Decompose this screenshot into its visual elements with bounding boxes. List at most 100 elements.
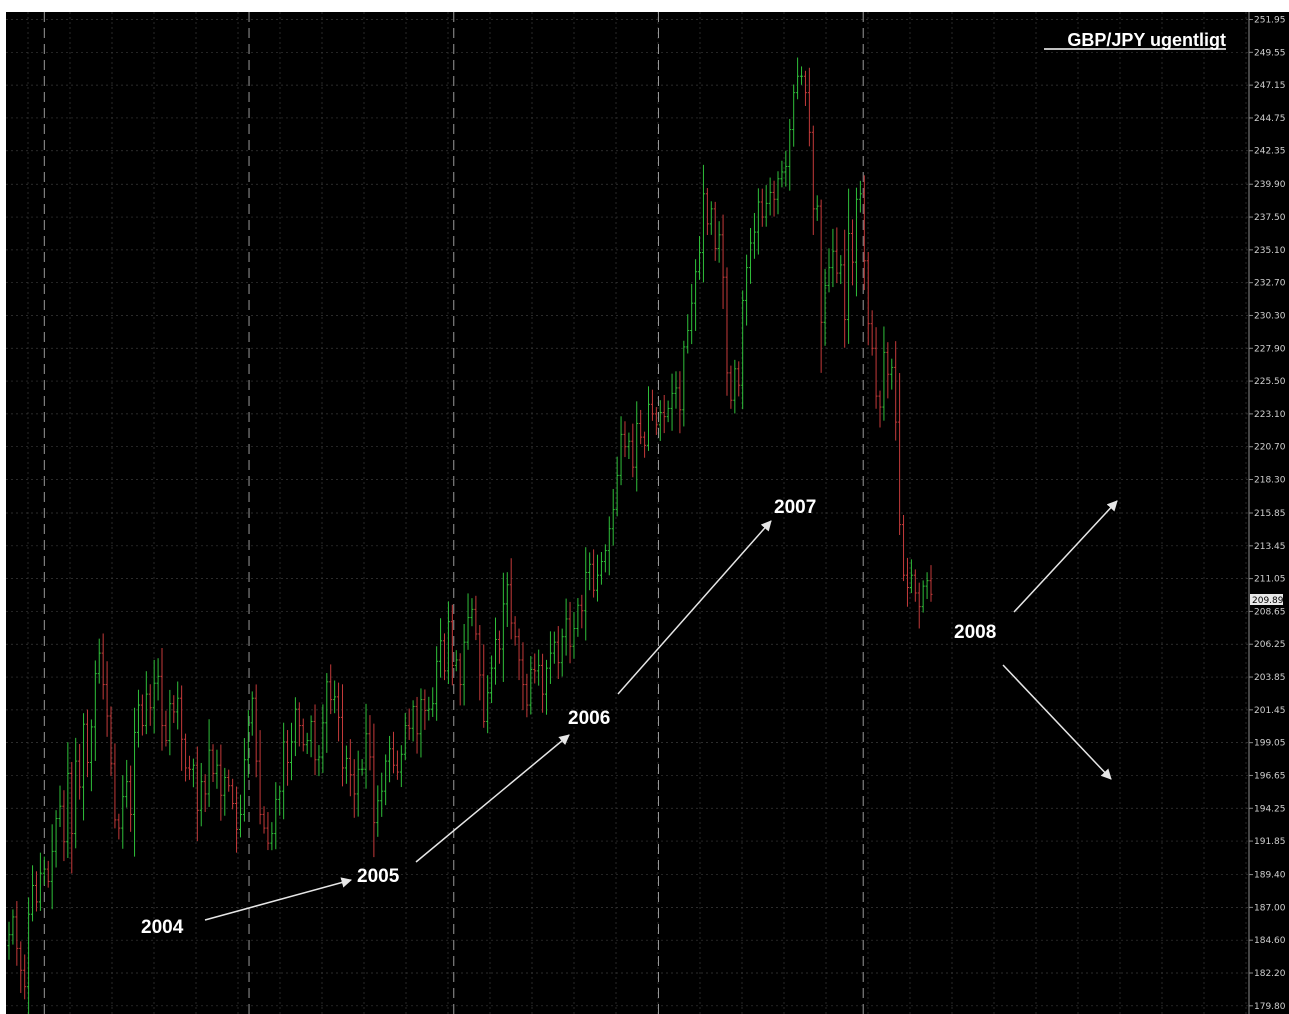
price-bar: [749, 227, 753, 284]
price-bar: [709, 201, 713, 235]
price-bar: [545, 659, 549, 715]
price-bar: [442, 633, 446, 681]
price-bar: [85, 709, 89, 778]
price-bar: [148, 684, 152, 726]
y-tick-label: 247.15: [1254, 81, 1286, 91]
price-bar: [780, 160, 784, 188]
price-bar: [694, 259, 698, 331]
price-bar: [187, 755, 191, 780]
price-bar: [647, 386, 651, 451]
price-bar: [399, 745, 403, 788]
price-bar: [599, 551, 603, 585]
price-bar: [215, 749, 219, 789]
price-bar: [505, 572, 509, 627]
price-bar: [286, 730, 290, 786]
price-bar: [129, 765, 133, 832]
price-bar: [925, 572, 929, 600]
price-bar: [741, 290, 745, 410]
price-bar: [796, 57, 800, 100]
price-bar: [337, 682, 341, 742]
price-bar: [180, 685, 184, 771]
price-bar: [529, 655, 533, 715]
y-tick-label: 191.85: [1254, 837, 1286, 847]
price-bar: [819, 199, 823, 373]
price-bar: [482, 644, 486, 728]
price-bar: [93, 660, 97, 761]
price-bar: [670, 373, 674, 431]
price-bar: [262, 806, 266, 834]
price-bar: [105, 661, 109, 737]
price-bar: [458, 653, 462, 706]
price-bar: [321, 704, 325, 773]
price-bar: [521, 642, 525, 711]
price-bar: [639, 409, 643, 445]
price-bar: [658, 400, 662, 441]
price-bar: [242, 738, 246, 822]
price-bar: [325, 673, 329, 753]
price-bar: [725, 267, 729, 396]
price-bar: [678, 371, 682, 434]
price-bar: [807, 67, 811, 147]
price-bar: [82, 713, 86, 821]
y-tick-label: 251.95: [1254, 16, 1286, 26]
price-bar: [223, 767, 227, 816]
price-bar: [152, 659, 156, 734]
price-bar: [235, 786, 239, 853]
price-bar: [384, 754, 388, 806]
y-tick-label: 201.45: [1254, 706, 1286, 716]
price-bar: [717, 221, 721, 263]
price-bar: [513, 616, 517, 646]
price-bar-layer: [7, 57, 933, 1014]
price-bar: [372, 723, 376, 858]
arrow-2008-down: [1002, 664, 1112, 780]
price-bar: [580, 594, 584, 629]
y-tick-label: 235.10: [1254, 246, 1286, 256]
price-bar: [733, 359, 737, 414]
price-bar: [297, 702, 301, 747]
annotation-2005: 2005: [357, 866, 400, 887]
price-bar: [560, 628, 564, 677]
price-bar: [419, 688, 423, 758]
price-bar: [745, 254, 749, 326]
price-bar: [517, 628, 521, 681]
price-bar: [913, 569, 917, 602]
price-bar: [19, 941, 23, 994]
price-bar: [607, 516, 611, 576]
price-bar: [348, 739, 352, 797]
price-bar: [643, 431, 647, 458]
price-bar: [525, 673, 529, 718]
price-bar: [368, 715, 372, 771]
price-bar: [470, 598, 474, 627]
price-bar: [851, 219, 855, 286]
price-bar: [23, 954, 27, 1000]
price-bar: [698, 236, 702, 280]
price-bar: [596, 554, 600, 602]
price-bar: [7, 921, 11, 960]
price-bar: [494, 617, 498, 685]
price-bar: [344, 745, 348, 784]
price-bar: [701, 164, 705, 283]
price-bar: [611, 488, 615, 546]
price-bar: [831, 228, 835, 288]
price-bar: [42, 856, 46, 885]
price-bar: [333, 680, 337, 714]
price-bar: [207, 719, 211, 807]
price-bar: [486, 675, 490, 734]
y-tick-label: 237.50: [1254, 213, 1286, 223]
price-bar: [278, 785, 282, 816]
price-bar: [847, 188, 851, 344]
price-bar: [231, 778, 235, 810]
year-annotations: 2004 2005 2006 2007 2008: [141, 497, 996, 938]
y-tick-label: 249.55: [1254, 48, 1286, 58]
price-bar: [172, 695, 176, 723]
price-bar: [800, 66, 804, 85]
price-bar: [803, 70, 807, 107]
price-bar: [301, 718, 305, 752]
price-bar: [89, 719, 93, 792]
price-bar: [674, 371, 678, 409]
price-bar: [666, 400, 670, 423]
price-bar: [760, 188, 764, 227]
price-bar: [227, 769, 231, 792]
y-tick-label: 242.35: [1254, 147, 1286, 157]
axis-background: [1249, 12, 1289, 1014]
